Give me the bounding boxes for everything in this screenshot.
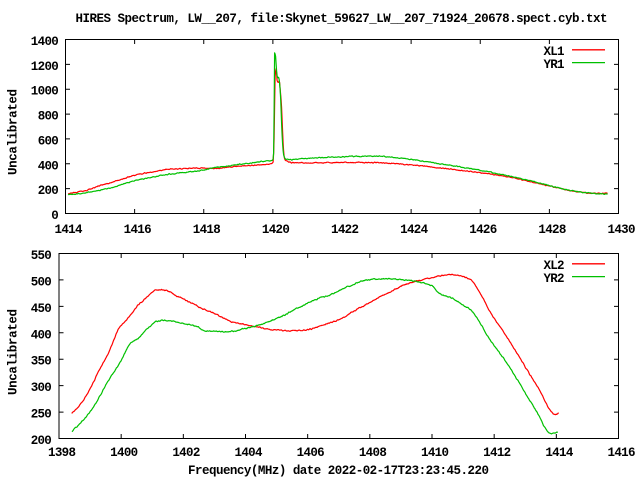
svg-text:600: 600 xyxy=(38,134,59,148)
svg-text:XL1: XL1 xyxy=(544,45,565,59)
svg-text:1416: 1416 xyxy=(124,223,152,237)
svg-text:250: 250 xyxy=(31,408,52,422)
svg-text:1414: 1414 xyxy=(545,446,573,460)
svg-text:1410: 1410 xyxy=(421,446,449,460)
svg-text:1420: 1420 xyxy=(262,223,290,237)
svg-text:1398: 1398 xyxy=(48,446,76,460)
svg-text:1422: 1422 xyxy=(331,223,359,237)
svg-text:200: 200 xyxy=(38,184,59,198)
svg-text:YR1: YR1 xyxy=(544,58,565,72)
svg-text:Uncalibrated: Uncalibrated xyxy=(7,89,21,175)
svg-text:1200: 1200 xyxy=(31,60,59,74)
svg-text:1426: 1426 xyxy=(469,223,497,237)
svg-text:1428: 1428 xyxy=(538,223,566,237)
svg-text:1402: 1402 xyxy=(172,446,200,460)
svg-text:Frequency(MHz) date 2022-02-17: Frequency(MHz) date 2022-02-17T23:23:45.… xyxy=(188,464,489,478)
svg-text:1400: 1400 xyxy=(110,446,138,460)
svg-text:800: 800 xyxy=(38,110,59,124)
svg-text:300: 300 xyxy=(31,381,52,395)
svg-text:YR2: YR2 xyxy=(544,272,565,286)
svg-text:550: 550 xyxy=(31,249,52,263)
svg-text:400: 400 xyxy=(31,328,52,342)
svg-text:XL2: XL2 xyxy=(544,259,565,273)
svg-text:350: 350 xyxy=(31,355,52,369)
svg-text:200: 200 xyxy=(31,434,52,448)
svg-text:400: 400 xyxy=(38,159,59,173)
svg-text:HIRES Spectrum, LW__207, file:: HIRES Spectrum, LW__207, file:Skynet_596… xyxy=(76,12,608,26)
svg-text:1400: 1400 xyxy=(31,35,59,49)
svg-text:1416: 1416 xyxy=(608,446,636,460)
svg-text:1406: 1406 xyxy=(297,446,325,460)
svg-text:1424: 1424 xyxy=(400,223,428,237)
svg-text:Uncalibrated: Uncalibrated xyxy=(7,309,21,395)
svg-text:1412: 1412 xyxy=(483,446,511,460)
svg-text:1404: 1404 xyxy=(235,446,263,460)
svg-text:1418: 1418 xyxy=(193,223,221,237)
svg-text:1430: 1430 xyxy=(608,223,636,237)
svg-text:1408: 1408 xyxy=(359,446,387,460)
svg-text:450: 450 xyxy=(31,302,52,316)
svg-text:1000: 1000 xyxy=(31,85,59,99)
svg-text:0: 0 xyxy=(51,209,59,223)
svg-text:500: 500 xyxy=(31,275,52,289)
svg-text:1414: 1414 xyxy=(55,223,83,237)
